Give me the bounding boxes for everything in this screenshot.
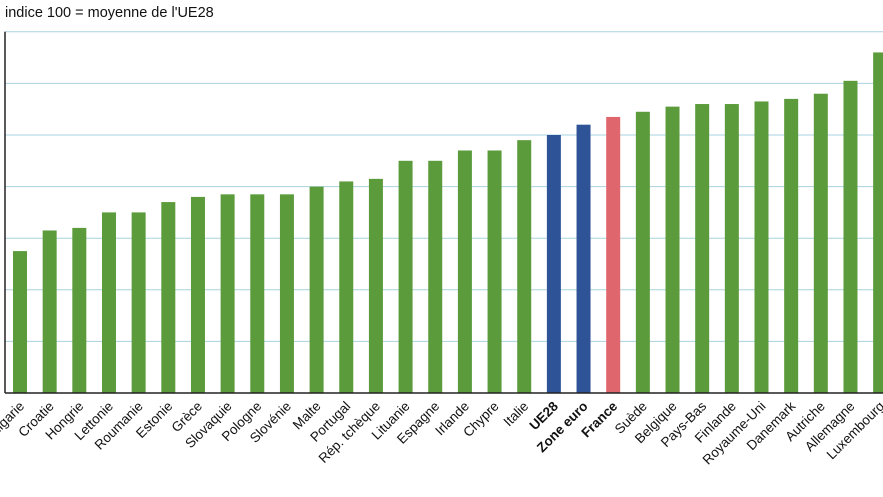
x-tick-label: Italie <box>501 399 532 430</box>
bar <box>873 52 883 393</box>
bar <box>457 150 472 393</box>
bar <box>220 194 235 393</box>
bar <box>843 80 858 393</box>
chart-subtitle: indice 100 = moyenne de l'UE28 <box>5 5 214 21</box>
bar <box>487 150 502 393</box>
bar <box>72 227 87 393</box>
bar <box>309 186 324 393</box>
bar <box>695 104 710 393</box>
bar <box>813 93 828 393</box>
bar <box>576 124 591 394</box>
bar <box>546 135 561 393</box>
bar <box>754 101 769 394</box>
bar <box>606 116 621 393</box>
bar <box>279 194 294 393</box>
bar <box>724 104 739 393</box>
bar <box>398 160 413 393</box>
bar <box>428 160 443 393</box>
bar <box>13 251 27 393</box>
bar <box>42 230 57 393</box>
bar <box>161 202 176 393</box>
bar <box>665 106 680 394</box>
bar <box>101 212 116 393</box>
bar <box>250 194 265 393</box>
bar <box>131 212 146 393</box>
bar <box>368 178 383 393</box>
bar <box>517 140 532 393</box>
bar <box>635 111 650 393</box>
bar <box>784 98 799 393</box>
bar <box>190 196 205 393</box>
bar <box>339 181 354 393</box>
